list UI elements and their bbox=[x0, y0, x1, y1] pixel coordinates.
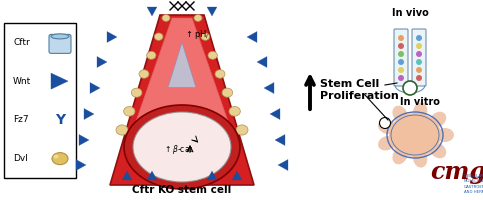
Ellipse shape bbox=[147, 51, 156, 59]
FancyBboxPatch shape bbox=[394, 29, 408, 86]
Polygon shape bbox=[168, 43, 196, 88]
Polygon shape bbox=[79, 134, 89, 146]
Ellipse shape bbox=[208, 51, 217, 59]
Ellipse shape bbox=[416, 59, 422, 65]
Ellipse shape bbox=[124, 107, 135, 116]
Ellipse shape bbox=[393, 106, 408, 123]
FancyBboxPatch shape bbox=[412, 29, 426, 86]
Polygon shape bbox=[76, 160, 86, 170]
Text: CELLULAR AND
MOLECULAR
GASTROENTEROLOGY
AND HEPATOLOGY: CELLULAR AND MOLECULAR GASTROENTEROLOGY … bbox=[464, 174, 483, 194]
Polygon shape bbox=[278, 160, 288, 170]
Ellipse shape bbox=[398, 51, 404, 57]
Ellipse shape bbox=[398, 35, 404, 41]
Ellipse shape bbox=[416, 43, 422, 49]
Ellipse shape bbox=[378, 120, 396, 134]
Polygon shape bbox=[122, 171, 132, 180]
Polygon shape bbox=[147, 7, 157, 16]
Polygon shape bbox=[107, 31, 117, 43]
Ellipse shape bbox=[378, 136, 396, 150]
Polygon shape bbox=[97, 56, 107, 68]
Ellipse shape bbox=[398, 59, 404, 65]
Ellipse shape bbox=[51, 34, 69, 39]
Ellipse shape bbox=[416, 35, 422, 41]
Ellipse shape bbox=[413, 102, 427, 120]
Polygon shape bbox=[232, 171, 242, 180]
Polygon shape bbox=[275, 134, 285, 146]
Text: Dvl: Dvl bbox=[13, 154, 28, 163]
Polygon shape bbox=[207, 7, 217, 16]
Text: Wnt: Wnt bbox=[13, 77, 31, 86]
Ellipse shape bbox=[222, 88, 233, 97]
Text: Fz7: Fz7 bbox=[13, 115, 28, 124]
Text: $\uparrow$pH$_i$: $\uparrow$pH$_i$ bbox=[184, 28, 210, 41]
Ellipse shape bbox=[393, 147, 408, 164]
Ellipse shape bbox=[133, 112, 231, 182]
Ellipse shape bbox=[139, 70, 149, 78]
Ellipse shape bbox=[389, 113, 441, 157]
Ellipse shape bbox=[416, 51, 422, 57]
Circle shape bbox=[403, 81, 417, 95]
Ellipse shape bbox=[436, 128, 454, 142]
Ellipse shape bbox=[416, 67, 422, 73]
Text: Cftr: Cftr bbox=[13, 38, 30, 47]
Polygon shape bbox=[51, 73, 68, 89]
Circle shape bbox=[380, 117, 390, 129]
Text: In vivo: In vivo bbox=[392, 8, 428, 18]
Polygon shape bbox=[90, 82, 100, 94]
Ellipse shape bbox=[430, 112, 446, 127]
Ellipse shape bbox=[413, 150, 427, 168]
Text: cmgh: cmgh bbox=[430, 160, 483, 184]
Polygon shape bbox=[270, 108, 280, 119]
Polygon shape bbox=[84, 108, 94, 119]
FancyBboxPatch shape bbox=[49, 34, 71, 53]
Text: $\uparrow\beta$-cat: $\uparrow\beta$-cat bbox=[163, 142, 193, 156]
Polygon shape bbox=[110, 15, 254, 185]
Polygon shape bbox=[134, 18, 230, 127]
Polygon shape bbox=[264, 82, 274, 94]
Ellipse shape bbox=[430, 143, 446, 158]
Polygon shape bbox=[147, 171, 157, 180]
Ellipse shape bbox=[194, 15, 202, 21]
Text: Stem Cell
Proliferation: Stem Cell Proliferation bbox=[320, 79, 399, 101]
Ellipse shape bbox=[54, 155, 58, 159]
Ellipse shape bbox=[116, 125, 128, 135]
Ellipse shape bbox=[155, 33, 163, 40]
FancyBboxPatch shape bbox=[4, 23, 76, 178]
Ellipse shape bbox=[398, 67, 404, 73]
Ellipse shape bbox=[215, 70, 225, 78]
Polygon shape bbox=[247, 31, 257, 43]
Ellipse shape bbox=[416, 75, 422, 81]
Ellipse shape bbox=[398, 43, 404, 49]
Polygon shape bbox=[257, 56, 267, 68]
Polygon shape bbox=[207, 171, 217, 180]
Ellipse shape bbox=[52, 153, 68, 165]
Ellipse shape bbox=[131, 88, 142, 97]
Ellipse shape bbox=[162, 15, 170, 21]
Ellipse shape bbox=[398, 75, 404, 81]
Ellipse shape bbox=[229, 107, 241, 116]
Text: Cftr KO stem cell: Cftr KO stem cell bbox=[132, 185, 232, 195]
Text: In vitro: In vitro bbox=[400, 97, 440, 107]
Text: Y: Y bbox=[55, 113, 65, 127]
Ellipse shape bbox=[236, 125, 248, 135]
Ellipse shape bbox=[124, 105, 240, 189]
Ellipse shape bbox=[201, 33, 210, 40]
